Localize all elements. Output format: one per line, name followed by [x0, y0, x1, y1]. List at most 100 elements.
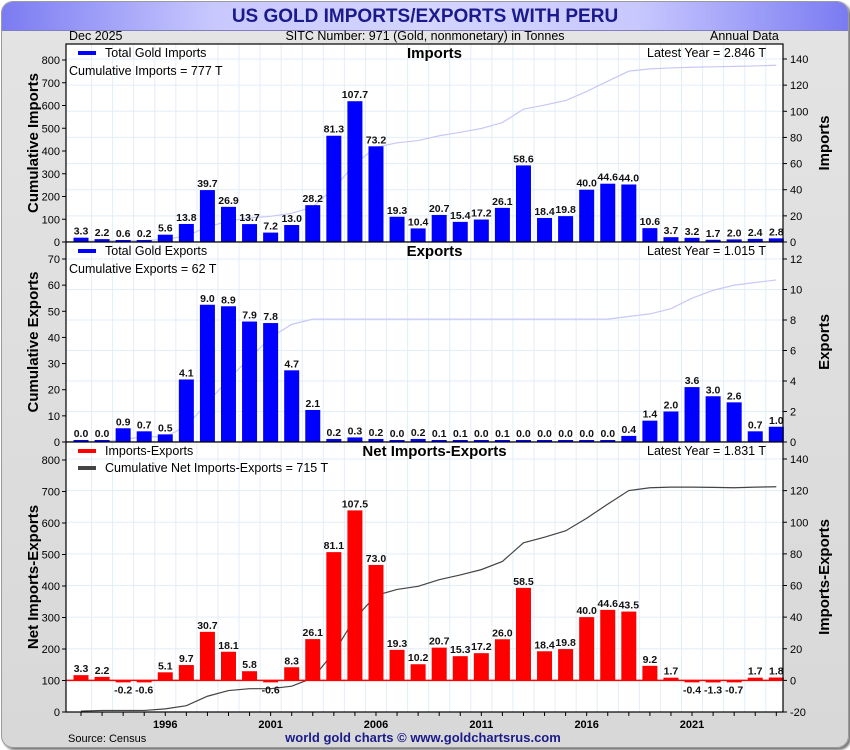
tick-label-x: 2011: [469, 719, 493, 731]
bar-2005: [347, 437, 363, 442]
bar-label-2011: 0.0: [474, 428, 489, 440]
tick-label-right: 0: [790, 675, 796, 687]
tick-label-right: 20: [790, 644, 802, 656]
bar-label-1998: 9.0: [200, 293, 215, 305]
legend-swatch: [78, 449, 96, 453]
bar-label-2017: 0.0: [600, 428, 615, 440]
tick-label-left: 60: [48, 280, 60, 292]
tick-label-right: 40: [790, 185, 802, 197]
cumulative-line: [81, 279, 777, 443]
tick-label-right: 80: [790, 549, 802, 561]
bar-label-2007: 19.3: [387, 205, 408, 217]
tick-label-x: 2016: [574, 719, 598, 731]
bar-label-2004: 0.2: [327, 427, 342, 439]
tick-label-right: 100: [790, 106, 808, 118]
panel-net: 3.3 2.2-0.2 -0.65.19.730.718.15.8-0.68.326…: [25, 441, 833, 731]
bar-label-2006: 0.2: [369, 427, 384, 439]
tick-label-right: 4: [790, 376, 796, 388]
bar-label-2025: 2.8: [769, 226, 784, 238]
bar-label-1992: 0.0: [74, 428, 89, 440]
tick-label-x: 2021: [680, 719, 704, 731]
legend-label: Imports-Exports: [105, 444, 193, 458]
bar-label-2013: 58.6: [513, 153, 534, 165]
bar-label-2015: 19.8: [555, 204, 576, 216]
bar-label-1995: -0.6: [135, 684, 153, 696]
bar-label-2011: 17.2: [471, 208, 492, 220]
bar-label-2010: 0.1: [453, 428, 468, 440]
bar-2021: [684, 387, 700, 442]
bar-label-2000: 13.7: [239, 212, 260, 224]
bar-2004: [326, 135, 342, 242]
bar-label-2019: 9.2: [643, 654, 658, 666]
bar-1998: [199, 190, 215, 242]
plot-border: [65, 441, 784, 713]
bar-label-2020: 3.7: [664, 225, 679, 237]
bar-1994: [115, 240, 131, 242]
tick-label-right: 80: [790, 132, 802, 144]
tick-label-left: 700: [42, 78, 60, 90]
bar-label-2025: 1.8: [769, 666, 784, 678]
bar-label-2013: 0.0: [516, 428, 531, 440]
bar-1995: [136, 240, 152, 242]
bar-label-2008: 0.2: [411, 427, 426, 439]
bar-label-1995: 0.7: [137, 419, 152, 431]
tick-label-right: 12: [790, 254, 802, 266]
bar-label-2017: 44.6: [598, 172, 619, 184]
bar-label-2016: 40.0: [576, 178, 597, 190]
bar-2011: [473, 219, 489, 242]
latest-year-annotation: Latest Year = 1.831 T: [647, 444, 766, 458]
bar-label-1999: 8.9: [221, 294, 236, 306]
bar-2020: [663, 237, 679, 242]
bar-label-2023: 2.0: [727, 227, 742, 239]
bar-label-1993: 2.2: [95, 227, 110, 239]
bar-2008: [410, 228, 426, 242]
bar-2018: [621, 435, 637, 442]
bar-2022: [705, 396, 721, 442]
y-axis-title-right: Exports: [816, 314, 833, 370]
tick-label-left: 100: [42, 214, 60, 226]
bar-2003: [305, 409, 321, 442]
tick-label-right: 6: [790, 346, 796, 358]
bar-label-2007: 19.3: [387, 638, 408, 650]
bar-1998: [199, 304, 215, 442]
bar-2015: [558, 216, 574, 242]
y-axis-title-left: Cumulative Exports: [25, 272, 42, 413]
bar-2002: [284, 370, 300, 442]
bar-2019: [642, 228, 658, 242]
tick-label-right: 100: [790, 517, 808, 529]
bar-2017: [600, 183, 616, 242]
bar-2012: [494, 440, 510, 442]
bar-2016: [579, 189, 595, 242]
bar-2009: [431, 647, 447, 681]
bar-1996: [157, 234, 173, 242]
bar-label-2002: 8.3: [284, 655, 299, 667]
bar-2000: [242, 321, 258, 442]
bar-2013: [515, 587, 531, 681]
bar-2005: [347, 510, 363, 681]
bar-label-2020: 1.7: [664, 666, 679, 678]
bar-label-2001: 7.8: [263, 311, 278, 323]
bar-2016: [579, 440, 595, 442]
bar-1992: [73, 237, 89, 242]
tick-label-left: 0: [54, 237, 60, 249]
bar-label-2002: 13.0: [281, 213, 302, 225]
bar-label-2014: 18.4: [534, 206, 555, 218]
bar-2009: [431, 214, 447, 242]
y-axis-title-left: Net Imports-Exports: [25, 505, 42, 649]
bar-1997: [178, 665, 194, 681]
tick-label-left: 300: [42, 613, 60, 625]
bar-label-2012: 26.0: [492, 627, 513, 639]
bar-label-2018: 43.5: [619, 600, 640, 612]
bar-label-1996: 5.1: [158, 660, 173, 672]
bar-1994: [115, 428, 131, 442]
tick-label-right: 60: [790, 159, 802, 171]
tick-label-right: -20: [790, 707, 806, 719]
bar-label-2024: 2.4: [748, 227, 763, 239]
frequency-label: Annual Data: [710, 29, 779, 43]
tick-label-left: 50: [48, 306, 60, 318]
tick-label-x: 2006: [364, 719, 388, 731]
bar-label-2010: 15.3: [450, 644, 471, 656]
bar-label-2020: 2.0: [664, 400, 679, 412]
bar-label-2009: 0.1: [432, 428, 447, 440]
bar-2000: [242, 224, 258, 242]
